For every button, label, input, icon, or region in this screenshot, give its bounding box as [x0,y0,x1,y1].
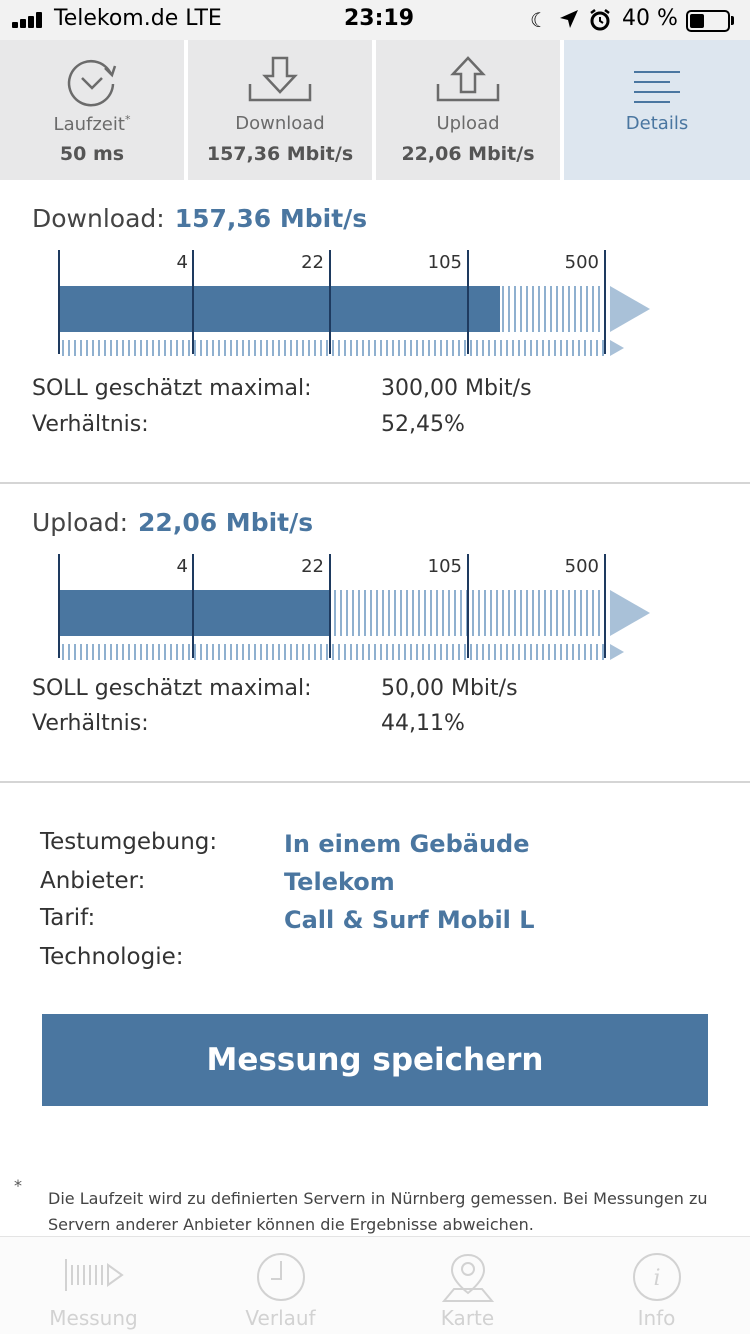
download-ratio-value: 52,45% [381,412,465,437]
list-icon [634,71,680,103]
gauge-tick-label: 105 [427,252,462,273]
measure-icon [64,1259,124,1291]
tariff-label: Tarif: [40,905,96,931]
nav-karte[interactable]: Karte [374,1237,561,1334]
gauge-tick [604,554,606,658]
tab-upload-value: 22,06 Mbit/s [401,143,535,165]
nav-verlauf-label: Verlauf [245,1306,316,1330]
download-ratio-label: Verhältnis: [32,412,149,437]
carrier-label: Telekom.de LTE [54,6,222,31]
gauge-tick [329,250,331,354]
battery-icon [686,10,730,32]
gauge-tick [192,250,194,354]
divider [0,781,750,783]
download-soll-value: 300,00 Mbit/s [381,376,532,401]
tab-laufzeit[interactable]: Laufzeit* 50 ms [0,40,184,180]
footnote-marker: * [14,1176,22,1195]
upload-section-title: Upload: 22,06 Mbit/s [32,508,313,537]
nav-messung-label: Messung [49,1306,138,1330]
gauge-tick [58,554,60,658]
upload-soll-label: SOLL geschätzt maximal: [32,676,312,701]
gauge-track-secondary [62,340,608,356]
clock-time: 23:19 [344,6,415,31]
tab-laufzeit-label: Laufzeit [53,114,125,135]
save-measurement-button[interactable]: Messung speichern [42,1014,708,1106]
gauge-tick [329,554,331,658]
tab-upload[interactable]: Upload 22,06 Mbit/s [376,40,560,180]
gauge-fill [58,590,331,636]
technology-label: Technologie: [40,944,184,970]
upload-icon [436,56,500,102]
nav-info-label: Info [637,1306,676,1330]
nav-verlauf[interactable]: Verlauf [187,1237,374,1334]
provider-value[interactable]: Telekom [284,868,395,896]
download-section-title: Download: 157,36 Mbit/s [32,204,367,233]
tab-laufzeit-sup: * [124,113,131,126]
bottom-nav: Messung Verlauf Karte i Info [0,1236,750,1334]
gauge-tick-label: 22 [301,252,324,273]
upload-speed: 22,06 Mbit/s [138,508,314,537]
gauge-tick-label: 105 [427,556,462,577]
footnote-text: Die Laufzeit wird zu definierten Servern… [48,1189,708,1234]
tab-details[interactable]: Details [564,40,750,180]
timer-icon [67,60,117,107]
tab-upload-label: Upload [436,113,500,134]
alarm-icon [590,9,610,31]
tab-download-value: 157,36 Mbit/s [206,143,354,165]
gauge-tick-label: 22 [301,556,324,577]
gauge-tick-label: 500 [564,252,599,273]
nav-messung[interactable]: Messung [0,1237,187,1334]
clock-icon [256,1253,305,1301]
gauge-tick-label: 4 [176,252,188,273]
location-arrow-icon [560,10,578,28]
gauge-arrow-secondary [610,340,624,356]
tab-details-label: Details [625,113,689,134]
map-pin-icon [441,1253,494,1302]
tariff-value[interactable]: Call & Surf Mobil L [284,906,535,934]
download-soll-label: SOLL geschätzt maximal: [32,376,312,401]
download-speed: 157,36 Mbit/s [174,204,368,233]
status-bar: Telekom.de LTE 23:19 ☾ 40 % [0,0,750,40]
provider-label: Anbieter: [40,868,146,894]
signal-icon [12,12,46,28]
environment-value[interactable]: In einem Gebäude [284,830,530,858]
upload-ratio-label: Verhältnis: [32,711,149,736]
tab-laufzeit-value: 50 ms [59,143,125,165]
info-icon: i [632,1253,681,1301]
gauge-tick [604,250,606,354]
gauge-tick [192,554,194,658]
download-gauge: 4 22 105 500 [58,250,658,360]
gauge-tick-label: 4 [176,556,188,577]
upload-soll-value: 50,00 Mbit/s [381,676,518,701]
upload-ratio-value: 44,11% [381,711,465,736]
gauge-fill [58,286,500,332]
tab-download-label: Download [235,113,325,134]
gauge-arrow-secondary [610,644,624,660]
gauge-tick [58,250,60,354]
download-icon [248,56,312,102]
gauge-arrow [610,590,650,636]
result-tabs: Laufzeit* 50 ms Download 157,36 Mbit/s U… [0,40,750,180]
gauge-arrow [610,286,650,332]
gauge-track-secondary [62,644,608,660]
gauge-tick [467,250,469,354]
gauge-tick-label: 500 [564,556,599,577]
environment-label: Testumgebung: [40,829,218,855]
moon-icon: ☾ [530,8,548,32]
upload-gauge: 4 22 105 500 [58,554,658,664]
nav-info[interactable]: i Info [563,1237,750,1334]
divider [0,482,750,484]
upload-title: Upload: [32,508,129,537]
download-title: Download: [32,204,165,233]
gauge-tick [467,554,469,658]
svg-text:i: i [653,1266,660,1291]
battery-percent: 40 % [622,6,678,31]
tab-download[interactable]: Download 157,36 Mbit/s [188,40,372,180]
nav-karte-label: Karte [440,1306,495,1330]
